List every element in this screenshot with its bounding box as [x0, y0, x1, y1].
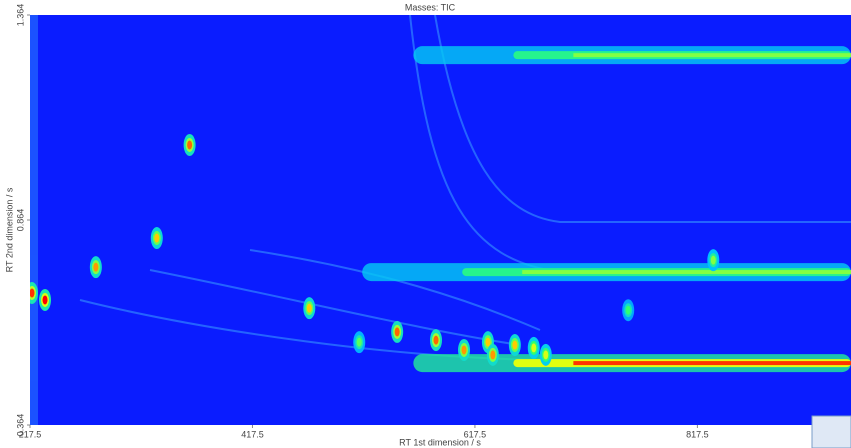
- x-tick-label: 417.5: [241, 429, 264, 439]
- y-axis-label: RT 2nd dimension / s: [4, 187, 14, 272]
- peak-core: [30, 288, 35, 297]
- band-center: [573, 361, 851, 365]
- peak-core: [187, 140, 192, 149]
- peak: [528, 337, 540, 359]
- peak-core: [93, 263, 98, 272]
- peak: [622, 299, 634, 321]
- peak: [540, 344, 552, 366]
- peak-core: [531, 343, 536, 352]
- peak-core: [357, 338, 362, 347]
- y-tick-label: 0.364: [15, 414, 25, 437]
- peak-core: [433, 336, 438, 345]
- peak: [430, 329, 442, 351]
- peak-core: [43, 295, 48, 304]
- peak-core: [395, 327, 400, 336]
- x-tick-label: 617.5: [464, 429, 487, 439]
- peak: [707, 249, 719, 271]
- peak-core: [462, 345, 467, 354]
- peak-core: [490, 350, 495, 359]
- y-tick-label: 0.864: [15, 209, 25, 232]
- peak: [487, 344, 499, 366]
- peak-core: [512, 341, 517, 350]
- peak: [391, 321, 403, 343]
- peak: [26, 282, 38, 304]
- band: [362, 263, 851, 281]
- peak-core: [154, 234, 159, 243]
- peak: [303, 297, 315, 319]
- peak-core: [626, 306, 631, 315]
- peak-core: [543, 350, 548, 359]
- band: [413, 354, 851, 372]
- peak: [509, 334, 521, 356]
- peak-core: [485, 338, 490, 347]
- x-tick-label: 817.5: [686, 429, 709, 439]
- chart: Masses: TIC RT 1st dimension / s RT 2nd …: [0, 0, 851, 448]
- peak: [184, 134, 196, 156]
- peak-core: [307, 304, 312, 313]
- band: [413, 46, 851, 64]
- peak: [39, 289, 51, 311]
- peak-core: [711, 256, 716, 265]
- peak: [353, 331, 365, 353]
- peak: [90, 256, 102, 278]
- band-center: [522, 270, 851, 274]
- peak: [458, 339, 470, 361]
- band-center: [573, 53, 851, 57]
- thumbnail[interactable]: [812, 416, 851, 448]
- chart-title: Masses: TIC: [405, 2, 456, 12]
- y-tick-label: 1.364: [15, 4, 25, 27]
- peak: [151, 227, 163, 249]
